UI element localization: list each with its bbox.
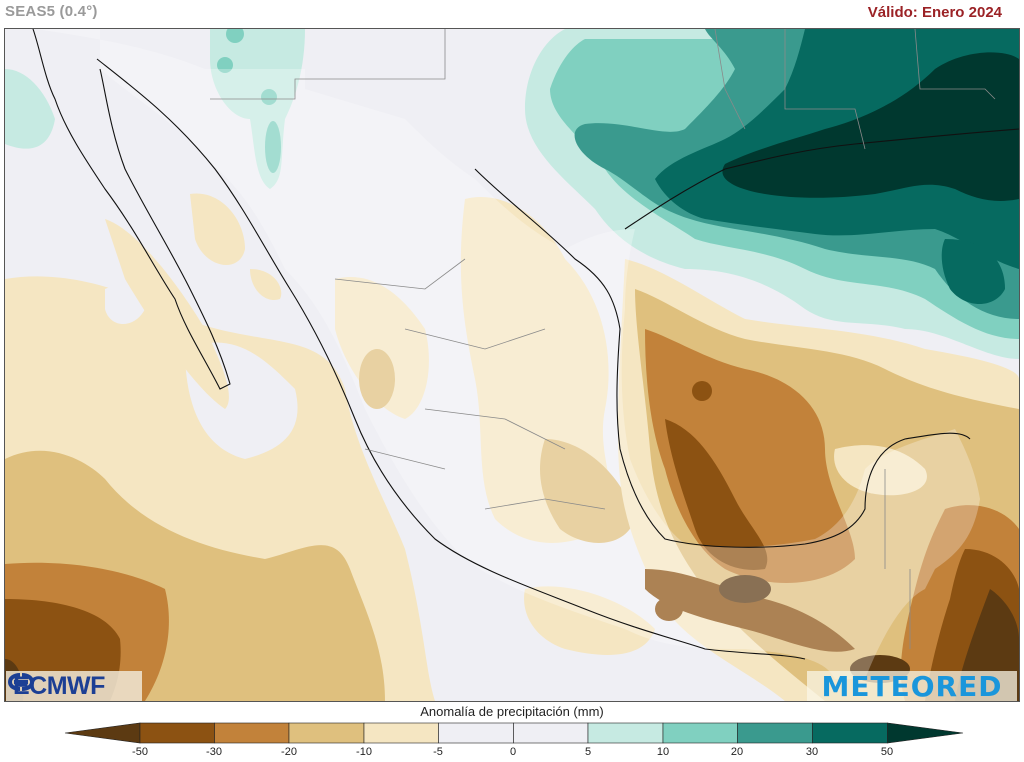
tick-label: -50 <box>132 746 148 758</box>
ecmwf-swirl-icon <box>7 673 35 691</box>
tick-label: 5 <box>584 746 592 758</box>
tick-label: 0 <box>509 746 517 758</box>
tick-label: 20 <box>730 746 744 758</box>
tick-label: 30 <box>805 746 819 758</box>
colorbar-title: Anomalía de precipitación (mm) <box>420 704 604 719</box>
map-canvas <box>5 29 1019 701</box>
tick-label: 10 <box>656 746 670 758</box>
colorbar-tick-labels: -50 -30 -20 -10 -5 0 5 10 20 30 50 <box>0 746 1024 762</box>
valid-date-label: Válido: Enero 2024 <box>867 4 1002 21</box>
model-label: SEAS5 (0.4°) <box>5 3 98 20</box>
tick-label: -30 <box>206 746 222 758</box>
colorbar-swatches <box>64 722 964 744</box>
tick-label: 50 <box>880 746 894 758</box>
meteored-logo: METEORED <box>807 669 1017 702</box>
precipitation-anomaly-map: ECMWF METEORED <box>4 28 1020 702</box>
tick-label: -10 <box>356 746 372 758</box>
tick-label: -5 <box>433 746 443 758</box>
colorbar <box>0 722 1024 744</box>
ecmwf-logo: ECMWF <box>6 671 142 701</box>
meteored-logo-text: METEORED <box>821 669 1003 702</box>
tick-label: -20 <box>281 746 297 758</box>
